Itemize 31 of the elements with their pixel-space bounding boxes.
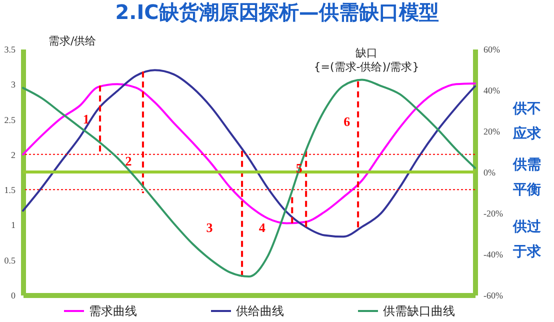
y2-tick-label: -60% [484, 290, 504, 300]
annotation: 6 [344, 114, 351, 130]
text: 供不应求 [512, 101, 542, 142]
y-axis-title: 需求/供给 [48, 34, 96, 48]
line-series [22, 82, 476, 224]
y2-axis-title: 缺口 {=(需求-供给)/需求} [314, 46, 420, 74]
y-tick-label: 3.5 [4, 44, 16, 54]
y-tick-label: 3 [11, 80, 16, 90]
y2-tick-label: 0% [484, 168, 496, 178]
y2-tick-label: 60% [484, 44, 500, 54]
y2-tick-label: -20% [484, 208, 504, 218]
annotation: 3 [206, 220, 214, 236]
legend-label: 供给曲线 [236, 304, 284, 318]
y-tick-label: 1.5 [4, 185, 16, 196]
line-series [22, 78, 476, 278]
annotation: 1 [82, 111, 90, 126]
chart-title: 2.IC缺货潮原因探析—供需缺口模型 [115, 0, 439, 24]
y-tick-label: 1 [11, 220, 16, 230]
annotation: 4 [258, 220, 266, 236]
y2-tick-label: -40% [484, 250, 504, 260]
y-tick-label: 2 [11, 150, 16, 160]
legend-label: 供需缺口曲线 [383, 304, 455, 318]
text: 供需平衡 [512, 157, 541, 198]
y2-tick-label: 20% [484, 126, 500, 136]
y-tick-label: 0.5 [4, 255, 16, 266]
legend-label: 需求曲线 [89, 304, 137, 318]
y2-tick-label: 40% [484, 86, 500, 96]
y-tick-label: 0 [11, 290, 16, 300]
annotation: 2 [125, 153, 132, 168]
text: 供过于求 [512, 219, 542, 260]
y-tick-label: 2.5 [4, 114, 16, 125]
